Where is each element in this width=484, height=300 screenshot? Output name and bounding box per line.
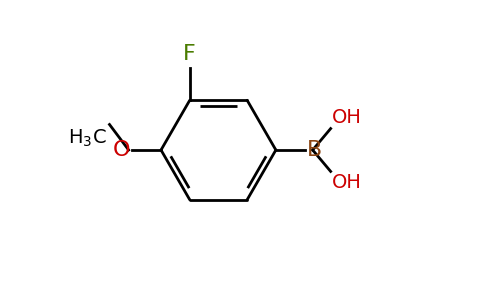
Text: OH: OH: [332, 173, 362, 192]
Text: O: O: [113, 140, 130, 160]
Text: OH: OH: [332, 108, 362, 127]
Text: H$_3$C: H$_3$C: [69, 128, 107, 149]
Text: B: B: [307, 140, 322, 160]
Text: F: F: [183, 44, 196, 64]
